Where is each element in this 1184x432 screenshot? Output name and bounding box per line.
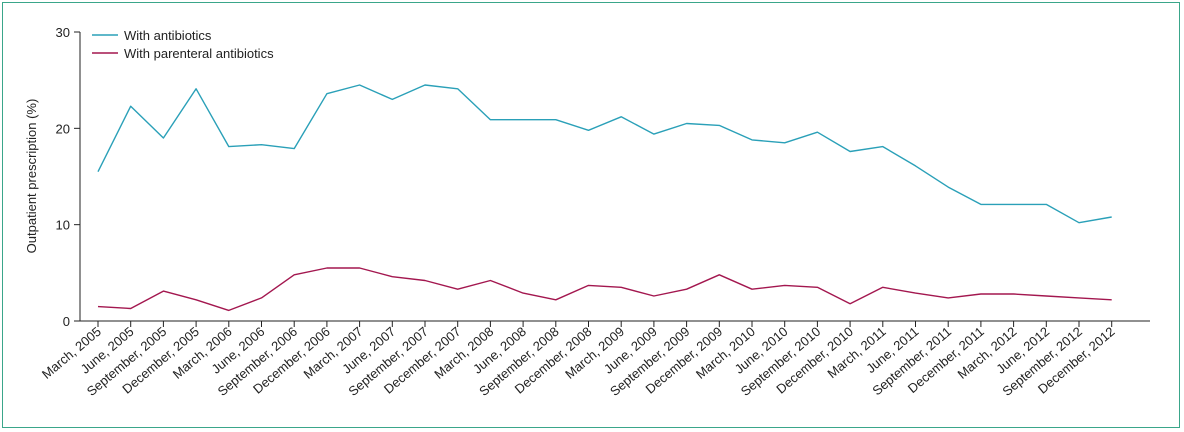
y-tick-label: 0 <box>63 314 70 329</box>
axes <box>79 32 1150 322</box>
legend-label-2: With parenteral antibiotics <box>124 46 274 61</box>
series-line-2 <box>97 267 1112 312</box>
legend-label-1: With antibiotics <box>124 28 212 43</box>
y-axis-label: Outpatient prescription (%) <box>24 99 39 254</box>
y-tick-label: 30 <box>56 25 70 40</box>
y-tick-label: 20 <box>56 121 70 136</box>
series-line-1 <box>97 84 1112 224</box>
legend: With antibiotics With parenteral antibiot… <box>92 28 274 61</box>
series-lines <box>97 84 1112 312</box>
y-tick-label: 10 <box>56 218 70 233</box>
